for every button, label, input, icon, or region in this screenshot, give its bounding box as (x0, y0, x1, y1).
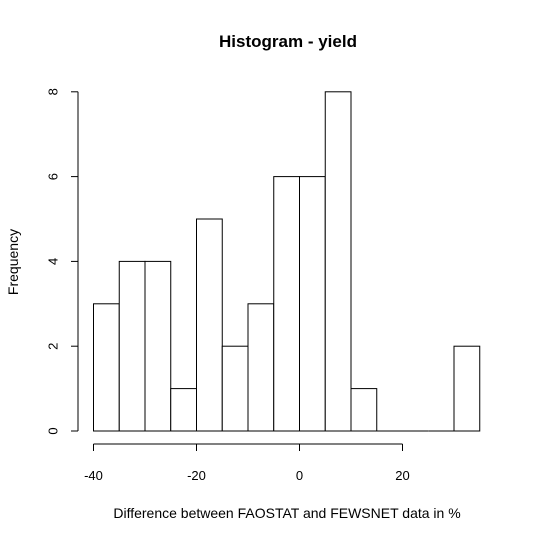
histogram-bar (350, 388, 378, 432)
x-tick-label: 20 (395, 468, 409, 483)
histogram-bar (221, 345, 249, 432)
histogram-bar (324, 91, 352, 432)
histogram-bar (247, 303, 275, 432)
histogram-bar (93, 303, 120, 432)
y-tick-label: 0 (45, 427, 60, 434)
histogram-bar (144, 260, 172, 432)
y-axis: 0 2 4 6 8 (45, 88, 79, 435)
bars-group (93, 91, 481, 432)
y-axis-label: Frequency (5, 229, 21, 295)
x-tick-label: -40 (84, 468, 103, 483)
histogram-bar (196, 218, 223, 432)
histogram-bar (453, 345, 481, 432)
histogram-bar (299, 176, 326, 432)
x-tick-label: -20 (187, 468, 206, 483)
histogram-bar (170, 388, 197, 432)
y-tick-label: 2 (45, 343, 60, 350)
histogram-bar (273, 176, 300, 432)
chart-title: Histogram - yield (219, 32, 357, 51)
y-tick-label: 8 (45, 88, 60, 95)
x-tick-label: 0 (296, 468, 303, 483)
y-tick-label: 4 (45, 258, 60, 265)
x-axis-label: Difference between FAOSTAT and FEWSNET d… (113, 505, 460, 521)
y-tick-label: 6 (45, 173, 60, 180)
histogram-bar (118, 260, 146, 432)
x-axis: -40 -20 0 20 (84, 443, 410, 483)
